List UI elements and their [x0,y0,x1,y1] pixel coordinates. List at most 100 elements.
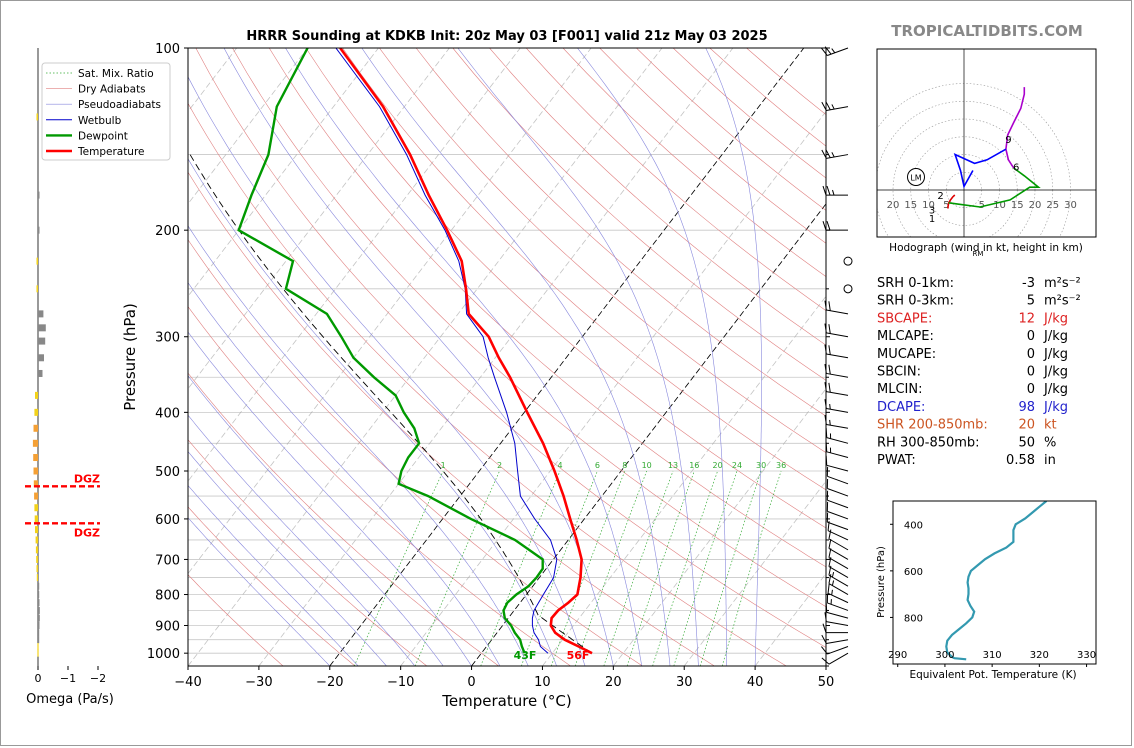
wind-barb-shaft [826,639,849,645]
y-tick-label: 500 [155,465,180,480]
dry-adiabat [232,48,826,608]
parcel-trace [188,150,593,654]
legend-label: Dry Adiabats [78,84,146,96]
mixing-ratio-label: 1 [441,461,446,470]
y-tick-label: 100 [155,42,180,57]
mixing-ratio-label: 30 [756,461,766,470]
wetbulb-line [335,48,558,654]
dgz-label: DGZ [74,472,100,485]
x-axis-label: Temperature (°C) [441,692,571,710]
wind-barb-shaft [827,602,849,611]
wind-barb-flag [825,602,828,613]
wind-barb-shaft [828,538,849,551]
hodograph-height-label: 6 [1013,162,1019,173]
dry-adiabat [379,48,826,453]
hodograph-tick-label: 20 [1029,200,1042,211]
theta-e-x-tick-label: 290 [888,650,907,661]
moist-adiabat [188,375,444,666]
indices-table: SRH 0-1km: -3 m²s⁻² SRH 0-3km: 5 m²s⁻² SBCAPE:… [877,276,1081,468]
wind-barb-half [831,104,835,110]
omega-bar [36,555,38,563]
mixing-ratio-label: 8 [622,461,627,470]
index-label: MLCAPE: [877,329,934,344]
hodograph-tick-label: 25 [1046,200,1059,211]
hodograph-tick-label: 15 [904,200,917,211]
theta-e-axes: 290 300 310 320 330 400 600 800 [888,520,1096,667]
index-unit: m²s⁻² [1044,276,1081,291]
wind-barb-flag [824,300,827,311]
omega-bar [35,526,38,534]
omega-bar [38,629,40,637]
wind-barb-shaft [827,646,849,655]
isotherm [258,48,734,666]
wind-barb-flag [821,634,827,644]
wind-barb-flag [828,539,832,549]
skewt-profiles [237,48,593,655]
omega-bar [38,599,40,607]
index-value: 20 [1018,418,1035,433]
surface-temperature-label: 56F [567,649,590,662]
index-label: MLCIN: [877,382,922,397]
wind-barb-flag [828,382,831,393]
moist-adiabat [188,414,416,666]
x-tick-label: −20 [316,675,343,690]
y-tick-label: 700 [155,553,180,568]
wind-barb-flag [825,428,828,438]
y-tick-label: 800 [155,589,180,604]
wind-barb-flag [824,46,832,55]
hodograph-tick-label: 20 [887,200,900,211]
moist-adiabat [188,451,387,666]
mixing-ratio-line [652,470,718,666]
hodograph-height-label: 9 [1005,135,1011,146]
wind-barb-flag [822,221,827,231]
wind-barb-shaft [826,309,849,315]
omega-bar [38,582,40,590]
index-value: 0 [1027,365,1035,380]
omega-bar [38,354,44,362]
mixing-ratio-line [699,470,762,666]
index-value: 50 [1018,435,1035,450]
index-label: SBCIN: [877,365,921,380]
omega-xlabel: Omega (Pa/s) [26,692,114,707]
theta-e-x-tick-label: 320 [1030,650,1049,661]
legend-label: Dewpoint [78,130,128,142]
x-tick-label: −30 [245,675,272,690]
isotherm [188,48,663,666]
isotherm [188,48,379,297]
omega-bar [38,606,40,614]
hodograph: 20 15 10 5 5 10 15 20 25 30 1 23 6 9 LM Hodograph (wi… [876,48,1097,258]
moist-adiabat [188,485,359,666]
legend-label: Temperature [77,146,145,158]
rm-label: RM [973,250,984,258]
omega-bar [36,285,38,293]
index-label: DCAPE: [877,400,925,415]
mixing-ratio-label: 20 [713,461,723,470]
wind-barb-flag [826,221,831,231]
mixing-ratio-line [626,470,695,666]
hodograph-segment [953,148,1007,189]
theta-e-lines [945,501,1048,661]
omega-bar [36,565,38,573]
wind-barb-half [832,189,835,196]
hodograph-tick-label: 10 [922,200,935,211]
dry-adiabat [305,48,826,529]
index-value: 12 [1018,311,1035,326]
wind-barb-flag [822,185,827,196]
index-value: 0 [1027,382,1035,397]
omega-bar [36,574,38,582]
wind-barb-shaft [826,437,849,444]
index-unit: J/kg [1043,329,1068,344]
mixing-ratio-label: 16 [689,461,699,470]
wind-barb-flag [822,623,827,633]
index-label: SRH 0-1km: [877,276,954,291]
isotherm [188,48,308,205]
hodograph-segment [1005,87,1026,169]
temperature-line [339,48,593,655]
index-unit: J/kg [1043,365,1068,380]
x-tick-label: −40 [174,675,201,690]
omega-bar [38,369,43,377]
mixing-ratio-line [521,470,598,666]
moist-adiabat [223,48,614,666]
skewt-frame [187,47,827,667]
omega-axis: 0 −1 −2 [35,666,106,685]
